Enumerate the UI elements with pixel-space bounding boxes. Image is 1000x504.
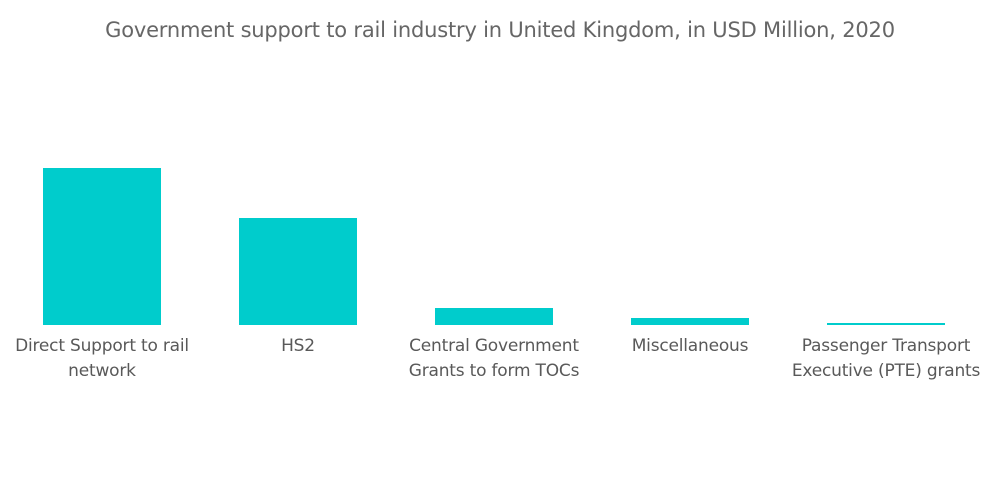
category-label-miscellaneous: Miscellaneous [631,336,749,356]
category-label-central-government-grants: Central Government Grants to form TOCs [408,336,580,381]
category-label-direct-support: Direct Support to rail network [15,336,189,381]
bar-miscellaneous [631,318,749,325]
bar-hs2 [239,218,357,325]
bar-central-government-grants [435,308,553,325]
bars-group [43,168,945,325]
bar-direct-support [43,168,161,325]
category-label-hs2: HS2 [281,336,315,356]
bar-pte-grants [827,323,945,325]
category-label-pte-grants: Passenger Transport Executive (PTE) gran… [791,336,981,381]
chart-title: Government support to rail industry in U… [105,18,895,42]
